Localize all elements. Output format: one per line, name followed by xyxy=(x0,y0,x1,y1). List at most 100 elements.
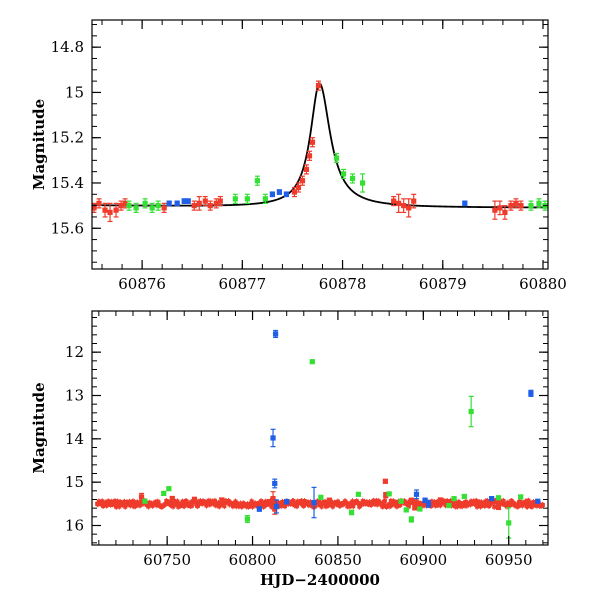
baseline-point xyxy=(258,503,263,508)
baseline-point xyxy=(313,503,318,508)
baseline-point xyxy=(308,500,313,505)
x-tick-label: 60880 xyxy=(519,275,567,293)
baseline-point xyxy=(248,501,253,506)
baseline-point xyxy=(204,503,209,508)
baseline-point xyxy=(370,501,375,506)
baseline-point xyxy=(123,504,128,509)
baseline-point xyxy=(100,499,105,504)
data-point-red xyxy=(495,504,502,510)
baseline-point xyxy=(240,504,245,509)
baseline-point xyxy=(261,504,266,509)
data-point-red xyxy=(303,166,310,172)
baseline-point xyxy=(460,504,465,509)
y-tick-label: 13 xyxy=(65,387,84,405)
data-point-green xyxy=(244,196,250,202)
data-point-green xyxy=(254,178,260,184)
baseline-point xyxy=(448,498,453,503)
data-point-blue xyxy=(272,480,278,487)
y-tick-label: 14.8 xyxy=(51,38,84,56)
data-point-green xyxy=(403,507,409,513)
baseline-point xyxy=(496,502,501,507)
data-point-green xyxy=(355,491,362,497)
data-point-red xyxy=(107,209,113,216)
top-panel-data-layer xyxy=(92,80,548,223)
data-point-red xyxy=(437,497,444,503)
baseline-point xyxy=(405,502,410,507)
baseline-point xyxy=(508,503,513,508)
data-point-red xyxy=(315,83,322,89)
data-point-blue xyxy=(489,496,495,502)
bottom-panel-data-layer xyxy=(95,329,545,539)
baseline-point xyxy=(249,499,254,504)
baseline-point xyxy=(479,500,484,505)
baseline-point xyxy=(438,503,443,508)
baseline-point xyxy=(487,502,492,507)
bottom-panel-x-axis-label: HJD−2400000 xyxy=(260,571,380,589)
baseline-point xyxy=(150,503,155,508)
baseline-point xyxy=(103,500,108,505)
data-point-red xyxy=(122,200,128,206)
data-point-green xyxy=(318,494,324,500)
data-point-blue xyxy=(413,491,420,497)
baseline-point xyxy=(319,504,324,509)
data-point-red xyxy=(406,205,412,211)
data-point-green xyxy=(232,196,238,202)
data-point-red xyxy=(295,184,302,191)
data-point-red xyxy=(518,203,524,209)
data-point-blue xyxy=(425,501,432,507)
data-point-red xyxy=(169,496,175,502)
x-tick-label: 60878 xyxy=(319,275,367,293)
baseline-point xyxy=(291,499,296,504)
data-point-green xyxy=(408,516,414,523)
data-point-green xyxy=(518,494,524,500)
baseline-point xyxy=(294,504,299,509)
data-point-blue xyxy=(256,506,262,512)
baseline-point xyxy=(520,503,525,508)
baseline-point xyxy=(482,503,487,508)
baseline-point xyxy=(464,499,469,504)
bottom-panel-full-light-curve: 60750 60800 60850 60900 60950 12 13 14 15 16 Magn… xyxy=(30,310,549,589)
data-point-red xyxy=(524,498,531,504)
baseline-point xyxy=(382,498,387,503)
top-panel-frame xyxy=(91,19,549,270)
baseline-point xyxy=(406,504,411,509)
data-point-red xyxy=(412,504,418,510)
data-point-green xyxy=(451,496,457,502)
y-tick-label: 15.4 xyxy=(51,174,84,192)
baseline-point xyxy=(300,499,305,504)
baseline-point xyxy=(367,500,372,505)
data-point-red xyxy=(411,198,417,204)
data-point-blue xyxy=(272,331,279,337)
baseline-point xyxy=(238,501,243,506)
data-point-green xyxy=(417,506,423,512)
data-point-red xyxy=(326,497,332,503)
data-point-green xyxy=(359,180,366,186)
baseline-point xyxy=(336,501,341,506)
data-point-red xyxy=(306,153,313,159)
baseline-point xyxy=(323,499,328,504)
data-point-red xyxy=(291,189,298,195)
baseline-point xyxy=(216,500,221,505)
baseline-point xyxy=(133,504,138,509)
data-point-red xyxy=(401,203,407,209)
data-point-red xyxy=(92,205,97,211)
data-point-green xyxy=(333,155,340,161)
baseline-point xyxy=(128,503,133,508)
data-point-green xyxy=(506,520,512,526)
x-tick-label: 60950 xyxy=(485,551,533,569)
y-tick-label: 12 xyxy=(65,343,84,361)
x-tick-label: 60900 xyxy=(399,551,447,569)
baseline-point xyxy=(375,502,380,507)
data-point-green xyxy=(340,171,347,177)
data-point-green xyxy=(468,408,474,415)
x-tick-label: 60879 xyxy=(419,275,467,293)
baseline-point xyxy=(269,504,274,509)
data-point-red xyxy=(213,200,219,206)
baseline-point xyxy=(222,504,227,509)
baseline-point xyxy=(180,499,185,504)
data-point-blue xyxy=(166,200,172,206)
baseline-point xyxy=(525,504,530,509)
data-point-green xyxy=(244,516,251,522)
data-point-blue xyxy=(276,189,283,195)
data-point-green xyxy=(149,205,155,211)
